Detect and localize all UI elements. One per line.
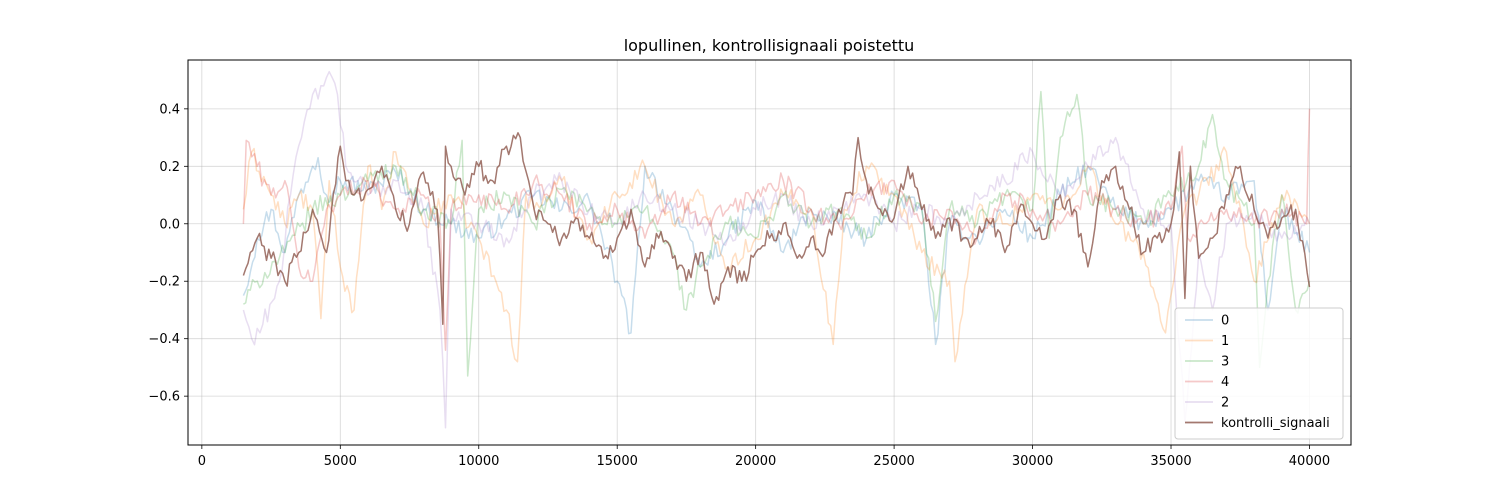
- x-tick-label: 30000: [1012, 454, 1053, 469]
- legend-label: kontrolli_signaali: [1221, 416, 1330, 431]
- x-tick-label: 20000: [735, 454, 776, 469]
- plot-frame: [187, 59, 1352, 446]
- x-tick-label: 5000: [324, 454, 357, 469]
- legend-label: 2: [1221, 396, 1229, 411]
- y-tick-label: −0.4: [148, 332, 180, 347]
- x-tick-label: 40000: [1289, 454, 1330, 469]
- legend-label: 3: [1221, 355, 1229, 370]
- legend-label: 1: [1221, 334, 1229, 349]
- y-tick-label: −0.6: [148, 390, 180, 405]
- y-tick-label: −0.2: [148, 275, 180, 290]
- series-line-1: [242, 146, 1311, 363]
- legend: 0 1 3 4 2 kontrolli_signaali: [1174, 307, 1344, 440]
- legend-label: 4: [1221, 375, 1229, 390]
- x-tick-label: 15000: [597, 454, 638, 469]
- legend-label: 0: [1221, 314, 1229, 329]
- tick-layer: 0 5000 10000 15000 20000 25000 30000 35000 40000…: [148, 102, 1330, 469]
- x-tick-label: 35000: [1150, 454, 1191, 469]
- legend-box: [1174, 307, 1344, 440]
- series-line-3: [243, 90, 1311, 377]
- series-line-4: [242, 108, 1311, 351]
- y-tick-label: 0.4: [159, 102, 180, 117]
- x-tick-label: 0: [198, 454, 206, 469]
- series-line-kontrolli_signaali: [242, 132, 1311, 326]
- series-line-2: [242, 70, 1311, 429]
- chart-title: lopullinen, kontrollisignaali poistettu: [624, 36, 915, 55]
- y-tick-label: 0.2: [159, 160, 180, 175]
- series-layer: [242, 70, 1311, 429]
- x-tick-label: 25000: [873, 454, 914, 469]
- y-tick-label: 0.0: [159, 217, 180, 232]
- series-line-0: [242, 156, 1311, 346]
- x-tick-label: 10000: [458, 454, 499, 469]
